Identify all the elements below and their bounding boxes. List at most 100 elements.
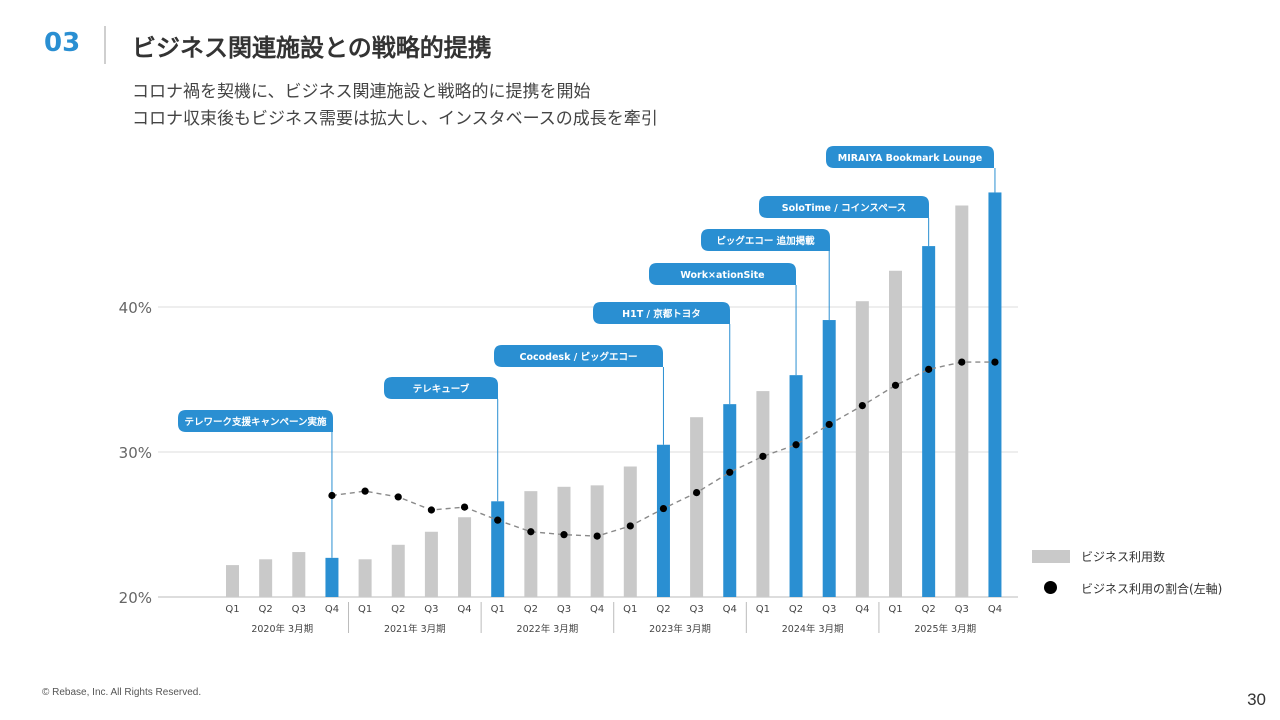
fiscal-year-label: 2021年 3月期 [384, 623, 446, 635]
callout-label: テレワーク支援キャンペーン実施 [184, 416, 327, 428]
legend-item-bars: ビジネス利用数 [1032, 548, 1262, 568]
bar [524, 491, 538, 597]
callout-box [701, 229, 830, 251]
x-tick-label: Q4 [590, 604, 604, 615]
ratio-dot [427, 506, 435, 514]
bar [955, 205, 969, 597]
callout-label: H1T / 京都トヨタ [622, 308, 701, 320]
x-tick-label: Q1 [225, 604, 239, 615]
callout-box [384, 377, 498, 399]
legend-dot-swatch [1044, 581, 1057, 594]
bar [226, 565, 239, 597]
x-tick-label: Q1 [491, 604, 505, 615]
bar [491, 501, 505, 597]
page-title: ビジネス関連施設との戦略的提携 [132, 34, 492, 62]
title-divider [104, 26, 106, 64]
x-tick-label: Q1 [756, 604, 770, 615]
callout-box [826, 146, 994, 168]
x-tick-label: Q2 [656, 604, 670, 615]
ratio-dot [460, 503, 469, 511]
ratio-dot [726, 468, 734, 476]
ratio-dot [759, 452, 767, 460]
bar [391, 544, 405, 597]
bar [557, 486, 571, 597]
bar [723, 404, 737, 597]
x-tick-label: Q4 [988, 604, 1002, 615]
callout-box [649, 263, 796, 285]
ratio-dot [925, 365, 933, 373]
x-tick-label: Q4 [723, 604, 737, 615]
fiscal-year-label: 2023年 3月期 [649, 623, 711, 635]
callout-label: ピッグエコー 追加掲載 [716, 235, 815, 247]
ratio-dot [693, 489, 701, 497]
bar [292, 552, 306, 597]
x-tick-label: Q1 [623, 604, 637, 615]
legend-item-dots: ビジネス利用の割合(左軸) [1032, 580, 1262, 600]
bar [590, 485, 604, 597]
ratio-dot [626, 522, 634, 530]
ratio-dot [494, 516, 502, 524]
x-tick-label: Q4 [855, 604, 869, 615]
x-tick-label: Q1 [358, 604, 372, 615]
x-tick-label: Q3 [557, 604, 571, 615]
callout-label: テレキューブ [413, 383, 470, 395]
subtitle-line-1: コロナ禍を契機に、ビジネス関連施設と戦略的に提携を開始 [132, 82, 591, 102]
bar [325, 557, 339, 597]
callout-label: SoloTime / コインスペース [782, 203, 907, 214]
ratio-dot [825, 420, 833, 429]
y-tick-label: 40% [119, 299, 152, 317]
x-tick-label: Q3 [424, 604, 438, 615]
subtitle-line-2: コロナ収束後もビジネス需要は拡大し、インスタベースの成長を牽引 [132, 109, 658, 129]
x-tick-label: Q2 [391, 604, 405, 615]
bar [690, 417, 704, 597]
section-number: 03 [44, 28, 81, 58]
callout-box [759, 196, 929, 218]
ratio-dot [891, 381, 900, 389]
ratio-dot [858, 402, 866, 410]
fiscal-year-label: 2022年 3月期 [517, 623, 579, 635]
bar [623, 466, 637, 597]
x-tick-label: Q3 [292, 604, 306, 615]
ratio-dot [659, 504, 668, 513]
bar [789, 375, 803, 597]
legend-bar-label: ビジネス利用数 [1081, 550, 1166, 564]
bar [889, 270, 902, 597]
fiscal-year-label: 2020年 3月期 [251, 623, 313, 635]
callout-box [494, 345, 663, 367]
bar [259, 559, 273, 597]
ratio-dot [593, 532, 601, 540]
ratio-dot [792, 441, 800, 449]
y-tick-label: 30% [119, 444, 152, 462]
x-tick-label: Q4 [457, 604, 471, 615]
bar [822, 320, 836, 597]
y-tick-label: 20% [119, 589, 152, 607]
callout-label: MIRAIYA Bookmark Lounge [838, 153, 982, 164]
ratio-dot [328, 491, 336, 500]
bar [358, 559, 372, 597]
ratio-dot [958, 358, 966, 366]
ratio-dot [560, 531, 568, 539]
callout-label: Work×ationSite [680, 270, 764, 281]
bar [922, 246, 936, 597]
callout-box [593, 302, 730, 324]
bar [458, 517, 472, 597]
ratio-dot [527, 528, 535, 536]
copyright-text: © Rebase, Inc. All Rights Reserved. [42, 687, 202, 698]
bar [656, 444, 670, 597]
page-number: 30 [1247, 690, 1266, 709]
ratio-dot [991, 358, 999, 366]
x-tick-label: Q2 [259, 604, 273, 615]
legend-bar-swatch [1032, 550, 1070, 563]
x-tick-label: Q1 [888, 604, 902, 615]
x-tick-label: Q2 [922, 604, 936, 615]
bar [855, 301, 869, 597]
legend-dot-label: ビジネス利用の割合(左軸) [1081, 582, 1223, 596]
bar [988, 192, 1002, 597]
x-tick-label: Q2 [524, 604, 538, 615]
x-tick-label: Q4 [325, 604, 339, 615]
bar [424, 531, 438, 597]
callout-box [178, 410, 333, 432]
x-tick-label: Q2 [789, 604, 803, 615]
bar [756, 391, 770, 597]
